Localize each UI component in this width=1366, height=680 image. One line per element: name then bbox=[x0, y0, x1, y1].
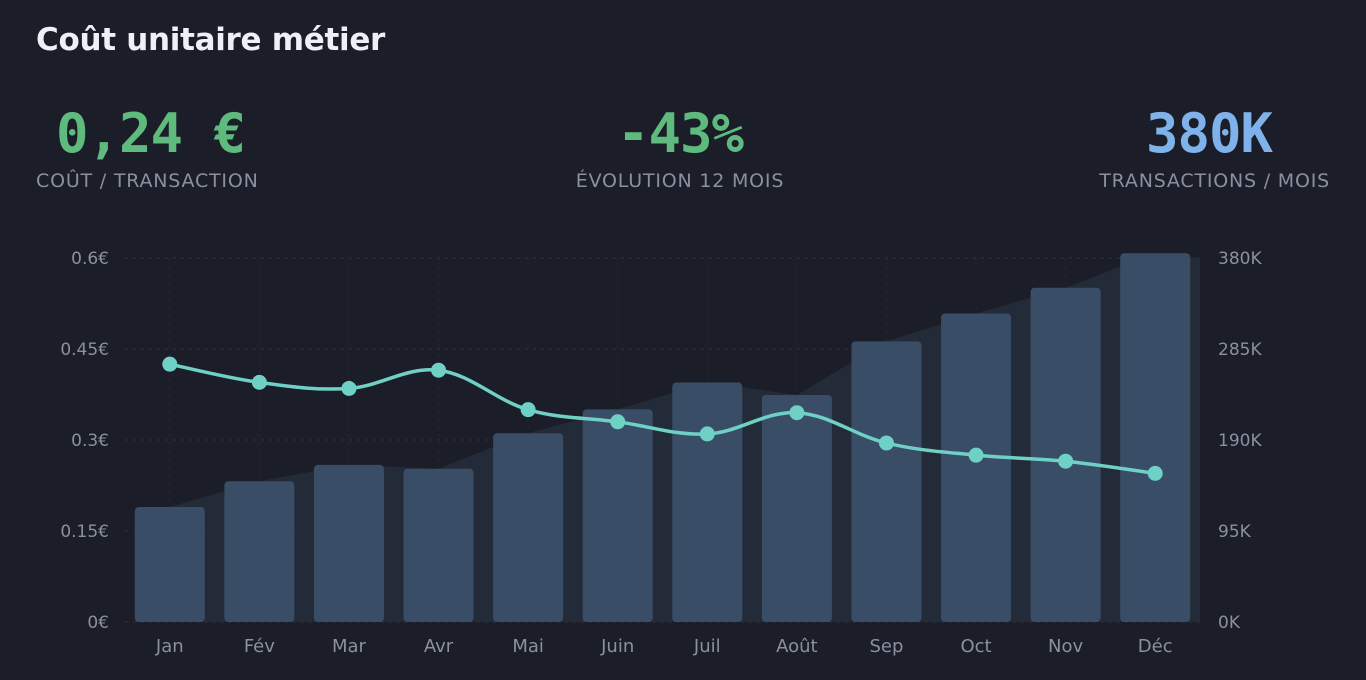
x-tick-label: Juil bbox=[693, 636, 721, 657]
cost-point-fév bbox=[251, 374, 267, 390]
bar-sep bbox=[851, 341, 922, 622]
kpi-transactions: 380K TRANSACTIONS / MOIS bbox=[1099, 102, 1330, 193]
bar-août bbox=[761, 394, 832, 622]
x-tick-label: Oct bbox=[960, 636, 991, 657]
y-left-tick-label: 0.3€ bbox=[71, 431, 109, 451]
y-left-tick-label: 0.45€ bbox=[60, 340, 109, 360]
kpi-evolution-value: -43% bbox=[616, 102, 744, 165]
cost-point-mai bbox=[520, 402, 536, 418]
y-left-tick-label: 0.6€ bbox=[71, 249, 109, 269]
y-right-tick-label: 0K bbox=[1218, 613, 1241, 633]
bar-fév bbox=[224, 481, 295, 622]
cost-point-déc bbox=[1147, 465, 1163, 481]
bar-jan bbox=[134, 507, 205, 622]
kpi-evolution: -43% ÉVOLUTION 12 MOIS bbox=[570, 102, 790, 193]
x-tick-label: Déc bbox=[1138, 636, 1173, 657]
cost-point-avr bbox=[431, 362, 447, 378]
x-tick-label: Fév bbox=[244, 636, 275, 657]
x-tick-label: Juin bbox=[600, 636, 634, 657]
bar-avr bbox=[403, 468, 474, 622]
y-right-tick-label: 380K bbox=[1218, 249, 1262, 269]
kpi-cost-label: COÛT / TRANSACTION bbox=[36, 170, 259, 192]
bar-juil bbox=[672, 382, 743, 622]
bar-mai bbox=[493, 433, 564, 622]
y-right-tick-label: 285K bbox=[1218, 340, 1262, 360]
y-left-tick-label: 0€ bbox=[87, 613, 109, 633]
cost-point-juil bbox=[699, 426, 715, 442]
kpi-cost-per-transaction: 0,24 € COÛT / TRANSACTION bbox=[36, 102, 259, 193]
y-right-tick-label: 190K bbox=[1218, 431, 1262, 451]
cost-point-juin bbox=[610, 414, 626, 430]
kpi-transactions-label: TRANSACTIONS / MOIS bbox=[1099, 170, 1330, 192]
x-tick-label: Jan bbox=[155, 636, 184, 657]
y-left-tick-label: 0.15€ bbox=[60, 522, 109, 542]
kpi-cost-value: 0,24 € bbox=[56, 102, 246, 165]
kpi-evolution-label: ÉVOLUTION 12 MOIS bbox=[575, 170, 785, 192]
x-tick-label: Août bbox=[776, 636, 817, 657]
chart-title: Coût unitaire métier bbox=[36, 22, 386, 58]
cost-line bbox=[168, 362, 1157, 476]
cost-point-sep bbox=[878, 435, 894, 451]
x-tick-label: Sep bbox=[869, 636, 903, 657]
x-tick-label: Mar bbox=[332, 636, 367, 657]
y-right-tick-label: 95K bbox=[1218, 522, 1252, 542]
x-tick-label: Mai bbox=[512, 636, 544, 657]
cost-point-mar bbox=[341, 380, 357, 396]
kpi-transactions-value: 380K bbox=[1145, 102, 1273, 165]
cost-point-oct bbox=[968, 447, 984, 463]
cost-point-nov bbox=[1058, 453, 1074, 469]
bar-déc bbox=[1120, 253, 1191, 623]
x-tick-label: Nov bbox=[1048, 636, 1083, 657]
bar-juin bbox=[582, 409, 653, 622]
transactions-area bbox=[134, 253, 1201, 623]
bar-mar bbox=[313, 464, 384, 622]
bar-oct bbox=[941, 313, 1012, 622]
cost-point-août bbox=[789, 405, 805, 421]
cost-point-jan bbox=[162, 356, 178, 372]
x-tick-label: Avr bbox=[424, 636, 454, 657]
